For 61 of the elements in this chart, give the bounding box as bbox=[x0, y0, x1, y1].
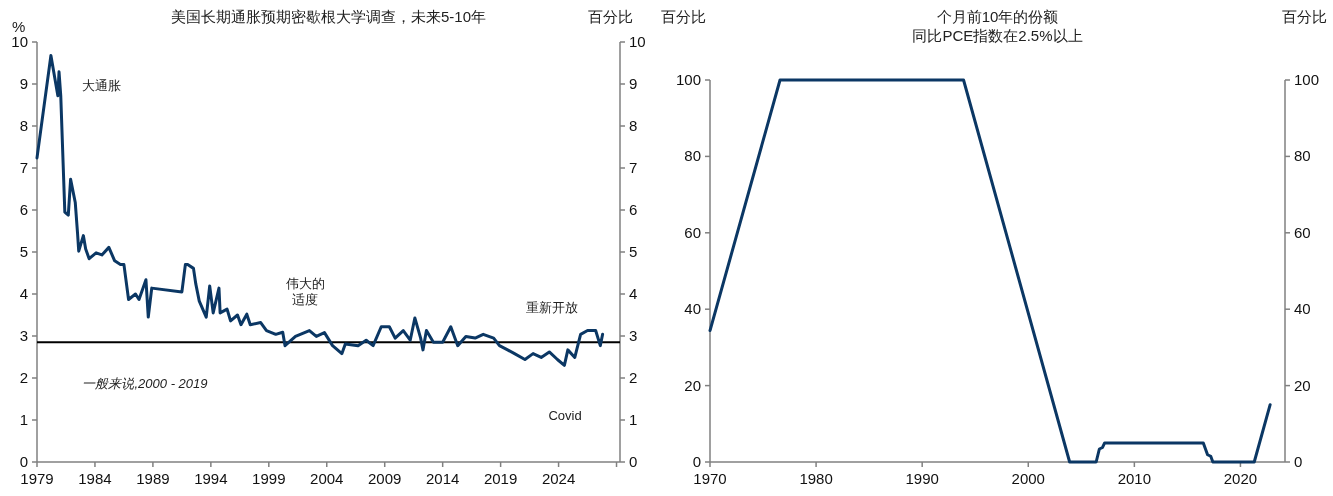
y-tick-label: 5 bbox=[19, 243, 28, 260]
y-tick-label: 6 bbox=[19, 201, 28, 218]
y-tick-label: 8 bbox=[19, 117, 28, 134]
y-tick-label: 9 bbox=[19, 75, 28, 92]
y2-tick-label: 0 bbox=[629, 453, 638, 470]
y2-axis-title: 百分比 bbox=[1282, 8, 1327, 25]
y-tick-label: 7 bbox=[19, 159, 28, 176]
x-tick-label: 1980 bbox=[799, 470, 833, 487]
x-tick-label: 1979 bbox=[20, 470, 54, 487]
y-tick-label: 60 bbox=[684, 223, 701, 241]
x-tick-label: 1970 bbox=[693, 470, 727, 487]
annotation: 重新开放 bbox=[526, 300, 578, 315]
x-tick-label: 1990 bbox=[905, 470, 939, 487]
x-tick-label: 1989 bbox=[136, 470, 170, 487]
y-tick-label: 10 bbox=[11, 33, 28, 50]
y2-tick-label: 9 bbox=[629, 75, 638, 92]
y-tick-label: 3 bbox=[19, 327, 28, 344]
y-tick-label: 0 bbox=[19, 453, 28, 470]
x-tick-label: 2000 bbox=[1011, 470, 1045, 487]
y-tick-label: 2 bbox=[19, 369, 28, 386]
y2-tick-label: 0 bbox=[1294, 453, 1303, 470]
y2-tick-label: 100 bbox=[1294, 71, 1320, 88]
y-tick-label: 4 bbox=[19, 285, 28, 302]
annotation: 大通胀 bbox=[81, 78, 121, 93]
y2-tick-label: 20 bbox=[1294, 376, 1311, 394]
y-tick-label: 100 bbox=[675, 71, 701, 88]
y-tick-label: 20 bbox=[684, 376, 701, 394]
y2-tick-label: 4 bbox=[629, 285, 638, 302]
annotation: 一般来说,2000 - 2019 bbox=[82, 376, 208, 391]
y-axis-title: 百分比 bbox=[661, 8, 706, 25]
chart-title: 个月前10年的份额同比PCE指数在2.5%以上 bbox=[912, 8, 1083, 44]
y-tick-label: 0 bbox=[692, 453, 701, 470]
chart-title: 美国长期通胀预期密歇根大学调查，未来5-10年 bbox=[170, 8, 487, 25]
x-tick-label: 2014 bbox=[425, 470, 460, 487]
y2-tick-label: 1 bbox=[629, 411, 638, 428]
y-tick-label: 80 bbox=[684, 147, 701, 165]
y2-tick-label: 7 bbox=[629, 159, 638, 176]
x-tick-label: 2004 bbox=[310, 470, 344, 487]
x-tick-label: 1984 bbox=[78, 470, 112, 487]
y2-tick-label: 5 bbox=[629, 243, 638, 260]
x-tick-label: 2020 bbox=[1223, 470, 1258, 487]
x-tick-label: 2010 bbox=[1117, 470, 1152, 487]
x-tick-label: 1994 bbox=[194, 470, 228, 487]
y-tick-label: 40 bbox=[684, 300, 701, 318]
y-tick-label: 1 bbox=[19, 411, 28, 428]
y2-tick-label: 6 bbox=[629, 201, 638, 218]
y-axis-title: % bbox=[12, 18, 26, 35]
y2-tick-label: 2 bbox=[629, 369, 638, 386]
x-tick-label: 1999 bbox=[252, 470, 286, 487]
y2-tick-label: 8 bbox=[629, 117, 638, 134]
annotation: 伟大的适度 bbox=[285, 276, 325, 308]
y2-tick-label: 3 bbox=[629, 327, 638, 344]
y2-tick-label: 80 bbox=[1294, 147, 1311, 165]
y2-tick-label: 40 bbox=[1294, 300, 1311, 318]
x-tick-label: 2009 bbox=[368, 470, 402, 487]
y2-tick-label: 60 bbox=[1294, 223, 1311, 241]
annotation: Covid bbox=[548, 408, 582, 423]
y2-axis-title: 百分比 bbox=[587, 8, 633, 25]
x-tick-label: 2019 bbox=[483, 470, 518, 487]
y2-tick-label: 10 bbox=[629, 33, 646, 50]
x-tick-label: 2024 bbox=[541, 470, 576, 487]
